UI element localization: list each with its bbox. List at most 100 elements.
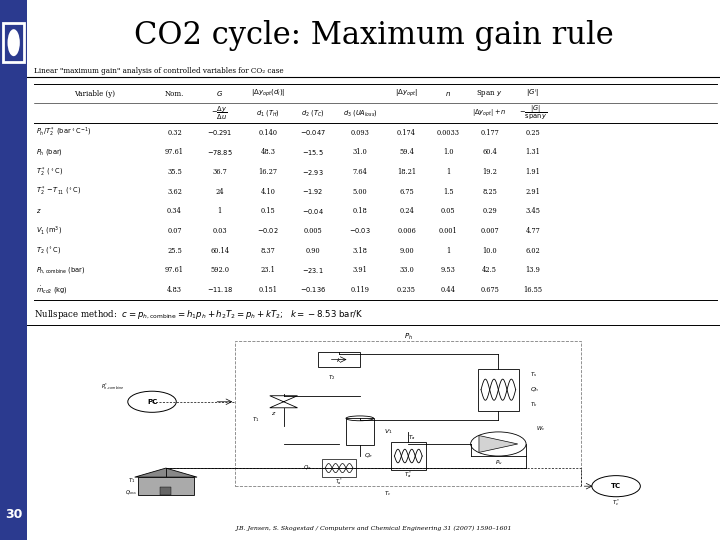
- Text: 3.62: 3.62: [167, 188, 182, 195]
- Text: 48.3: 48.3: [261, 148, 276, 157]
- Text: $-1.92$: $-1.92$: [302, 187, 324, 196]
- Text: 25.5: 25.5: [167, 247, 182, 254]
- Text: 2.91: 2.91: [526, 188, 541, 195]
- Text: $-0.04$: $-0.04$: [302, 207, 324, 216]
- Text: $-11.18$: $-11.18$: [207, 285, 233, 294]
- Text: $d_1\ (T_H)$: $d_1\ (T_H)$: [256, 108, 280, 118]
- Text: $T_2^* - T_{11}\ (^\circ\mathrm{C})$: $T_2^* - T_{11}\ (^\circ\mathrm{C})$: [37, 185, 82, 198]
- Text: $z$: $z$: [37, 207, 42, 215]
- Text: $Q_e$: $Q_e$: [364, 451, 374, 461]
- Text: 0.151: 0.151: [258, 286, 277, 294]
- Text: $|G'|$: $|G'|$: [526, 87, 539, 99]
- Bar: [318, 352, 360, 367]
- Text: $G$: $G$: [216, 89, 223, 98]
- Text: 0.15: 0.15: [261, 207, 276, 215]
- Text: 42.5: 42.5: [482, 266, 498, 274]
- Text: $V_1$: $V_1$: [384, 428, 392, 436]
- Text: 0.0033: 0.0033: [436, 129, 459, 137]
- Text: 16.55: 16.55: [523, 286, 543, 294]
- Bar: [235, 341, 582, 486]
- Text: 1.5: 1.5: [443, 188, 454, 195]
- Text: $T_a$: $T_a$: [408, 434, 415, 442]
- Text: 0.32: 0.32: [167, 129, 182, 137]
- Text: $-15.5$: $-15.5$: [302, 148, 324, 157]
- Text: 0.24: 0.24: [399, 207, 414, 215]
- Text: CO2 cycle: Maximum gain rule: CO2 cycle: Maximum gain rule: [134, 19, 613, 51]
- Text: 0.34: 0.34: [167, 207, 182, 215]
- Text: $-0.047$: $-0.047$: [300, 129, 326, 137]
- Text: $T_k$: $T_k$: [529, 400, 537, 409]
- Text: TC: TC: [611, 483, 621, 489]
- Text: Nullspace method:  $c = p_{h,\mathrm{combine}} = h_1 p_h + h_2 T_2 = p_h + kT_2;: Nullspace method: $c = p_{h,\mathrm{comb…: [35, 308, 364, 321]
- Text: 0.007: 0.007: [480, 227, 499, 235]
- Bar: [138, 477, 194, 495]
- Text: $-\dfrac{\Delta y}{\Delta u}$: $-\dfrac{\Delta y}{\Delta u}$: [212, 105, 228, 122]
- Text: 18.21: 18.21: [397, 168, 416, 176]
- Text: $\dot{m}_{co2}\ (\mathrm{kg})$: $\dot{m}_{co2}\ (\mathrm{kg})$: [37, 284, 68, 296]
- Polygon shape: [135, 468, 197, 477]
- Text: $P_{h,\mathrm{combine}}\ (\mathrm{bar})$: $P_{h,\mathrm{combine}}\ (\mathrm{bar})$: [37, 265, 86, 275]
- Text: 0.675: 0.675: [480, 286, 499, 294]
- Ellipse shape: [7, 29, 20, 56]
- Text: 1: 1: [446, 247, 450, 254]
- Text: 1: 1: [217, 207, 222, 215]
- Polygon shape: [270, 396, 297, 408]
- Text: 6.75: 6.75: [399, 188, 414, 195]
- Text: $T_2^*\ (^\circ\mathrm{C})$: $T_2^*\ (^\circ\mathrm{C})$: [37, 165, 63, 179]
- Text: $-\dfrac{|G|}{{\rm span}\,y}$: $-\dfrac{|G|}{{\rm span}\,y}$: [518, 104, 547, 122]
- Text: 97.61: 97.61: [165, 266, 184, 274]
- Text: $P_h$: $P_h$: [404, 332, 413, 342]
- Circle shape: [592, 476, 640, 497]
- Text: 6.02: 6.02: [526, 247, 541, 254]
- Text: $T_c^*$: $T_c^*$: [612, 497, 620, 508]
- Text: 4.83: 4.83: [167, 286, 182, 294]
- Text: 1.91: 1.91: [526, 168, 541, 176]
- Text: $-0.136$: $-0.136$: [300, 285, 326, 294]
- Text: $z$: $z$: [271, 410, 276, 417]
- Circle shape: [127, 391, 176, 413]
- Text: 0.177: 0.177: [480, 129, 499, 137]
- Text: $P^*_{h,combine}$: $P^*_{h,combine}$: [101, 382, 125, 392]
- Text: $T_c$: $T_c$: [384, 489, 391, 498]
- Text: $Q_{loss}$: $Q_{loss}$: [125, 488, 138, 497]
- Bar: [391, 442, 426, 470]
- Bar: [477, 369, 519, 411]
- Text: 0.44: 0.44: [441, 286, 456, 294]
- Text: 19.2: 19.2: [482, 168, 497, 176]
- Text: $T_a^*$: $T_a^*$: [404, 469, 413, 480]
- Text: 4.77: 4.77: [526, 227, 541, 235]
- Text: 97.61: 97.61: [165, 148, 184, 157]
- Text: 35.5: 35.5: [167, 168, 182, 176]
- Text: $|\Delta y_{opt}|$: $|\Delta y_{opt}|$: [395, 88, 418, 99]
- Text: 0.05: 0.05: [441, 207, 456, 215]
- Text: $V_1\ (\mathrm{m}^3)$: $V_1\ (\mathrm{m}^3)$: [37, 225, 63, 237]
- Text: 1.0: 1.0: [443, 148, 454, 157]
- Text: $T_1$: $T_1$: [252, 415, 260, 424]
- Text: 23.1: 23.1: [261, 266, 276, 274]
- Text: $T_1$: $T_1$: [127, 476, 135, 484]
- Bar: [322, 459, 356, 477]
- Text: 0.001: 0.001: [438, 227, 457, 235]
- Text: $T_2$: $T_2$: [328, 373, 336, 382]
- Text: 30: 30: [5, 508, 22, 521]
- Text: 9.00: 9.00: [400, 247, 414, 254]
- Text: Variable (y): Variable (y): [74, 90, 115, 98]
- Text: 60.14: 60.14: [210, 247, 229, 254]
- FancyBboxPatch shape: [4, 23, 24, 62]
- Text: 10.0: 10.0: [482, 247, 497, 254]
- Text: 13.9: 13.9: [526, 266, 541, 274]
- Text: $-78.85$: $-78.85$: [207, 148, 233, 157]
- Text: 0.03: 0.03: [212, 227, 227, 235]
- Text: 1: 1: [446, 168, 450, 176]
- Text: $-2.93$: $-2.93$: [302, 167, 324, 177]
- Text: 4.10: 4.10: [261, 188, 276, 195]
- Text: 0.29: 0.29: [482, 207, 497, 215]
- Text: 16.27: 16.27: [258, 168, 277, 176]
- Text: 0.093: 0.093: [351, 129, 369, 137]
- Text: Nom.: Nom.: [165, 90, 184, 98]
- Polygon shape: [479, 436, 518, 453]
- Text: 0.174: 0.174: [397, 129, 416, 137]
- Text: $d_3\ (UA_{loss})$: $d_3\ (UA_{loss})$: [343, 108, 377, 118]
- Text: 0.25: 0.25: [526, 129, 541, 137]
- Bar: [346, 418, 374, 445]
